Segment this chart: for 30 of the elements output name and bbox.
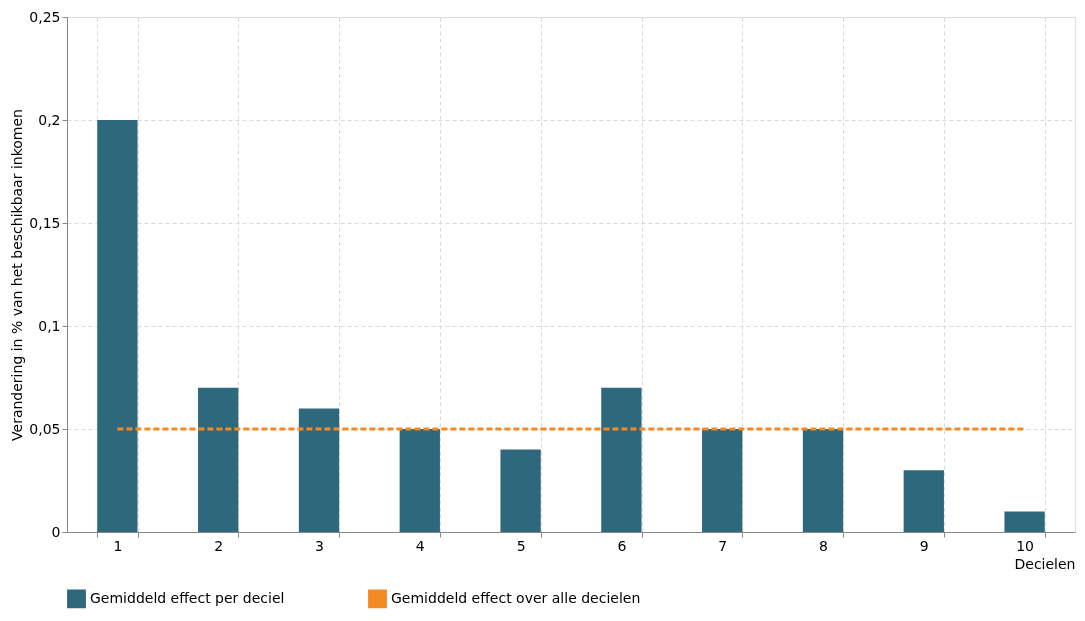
- x-tick-label: 1: [113, 537, 123, 554]
- x-tick-label: 2: [214, 537, 224, 554]
- y-axis-title: Verandering in % van het beschikbaar inkomen: [9, 109, 26, 441]
- x-tick-label: 10: [1016, 537, 1035, 554]
- bar: [903, 470, 944, 532]
- bar: [399, 429, 440, 532]
- bar: [702, 429, 743, 532]
- bar: [1004, 511, 1045, 532]
- bar: [500, 449, 541, 532]
- y-tick-label: 0,15: [29, 214, 61, 231]
- legend-label: Gemiddeld effect over alle decielen: [391, 589, 641, 606]
- bar: [198, 387, 239, 532]
- bar: [97, 120, 138, 532]
- bar: [601, 387, 642, 532]
- x-tick-label: 6: [617, 537, 627, 554]
- y-tick-label: 0,05: [29, 420, 61, 437]
- x-tick-label: 9: [919, 537, 929, 554]
- x-axis-title: Decielen: [1014, 555, 1076, 572]
- bar: [298, 408, 340, 532]
- bar: [802, 429, 844, 532]
- y-tick-label: 0,2: [38, 111, 61, 128]
- x-tick-label: 5: [516, 537, 526, 554]
- legend-label: Gemiddeld effect per deciel: [90, 589, 285, 606]
- y-tick-label: 0,25: [29, 8, 61, 25]
- y-tick-label: 0,1: [38, 317, 61, 334]
- x-tick-label: 8: [819, 537, 828, 554]
- x-tick-label: 4: [415, 537, 425, 554]
- x-tick-label: 3: [315, 537, 324, 554]
- y-tick-label: 0: [51, 523, 61, 540]
- x-tick-label: 7: [718, 537, 728, 554]
